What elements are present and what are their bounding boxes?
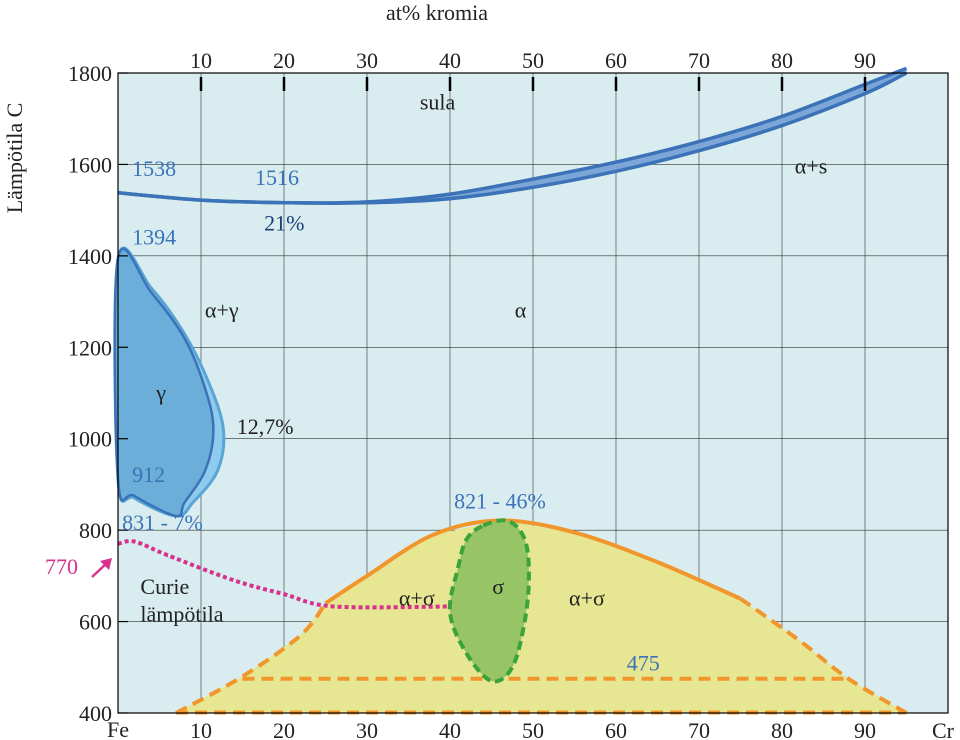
x-tick-label-bottom: 80 [771, 718, 793, 740]
y-tick-label: 1000 [68, 427, 112, 452]
phase-label-alpha-plus-s: α+s [795, 154, 828, 179]
curie-label-line-2: lämpötila [140, 602, 223, 627]
y-tick-label: 1600 [68, 152, 112, 177]
annotation-min-composition: 21% [264, 211, 304, 236]
x-tick-label-top: 40 [439, 48, 461, 73]
y-tick-label: 400 [79, 701, 112, 726]
y-tick-label: 600 [79, 610, 112, 635]
x-tick-label-top: 30 [356, 48, 378, 73]
x-tick-label-top: 70 [688, 48, 710, 73]
y-tick-label: 1200 [68, 335, 112, 360]
x-tick-label-top: 50 [522, 48, 544, 73]
curie-line [117, 539, 451, 610]
ticks: 400 600 800 1000 1200 1400 1600 1800 10 20 30 40 50 6… [68, 48, 876, 740]
curie-arrow-head [100, 558, 112, 570]
labels: sula α+s α+γ α γ α+σ σ α+σ Curie lämpötila 1538 151… [45, 90, 827, 676]
phase-regions [113, 246, 907, 713]
x-tick-label-bottom: 40 [439, 718, 461, 740]
phase-label-alpha-plus-sigma-left: α+σ [399, 586, 435, 611]
annotation-fe-melting: 1538 [132, 156, 176, 181]
phase-label-sigma: σ [492, 574, 504, 599]
annotation-curie-point: 770 [45, 554, 78, 579]
phase-label-melt: sula [420, 90, 456, 115]
annotation-sigma-low: 475 [627, 650, 660, 675]
sigma-field-boundary-dashed-right [739, 597, 908, 715]
solidus-line [117, 71, 908, 206]
x-tick-label-bottom: 30 [356, 718, 378, 740]
cr-label: Cr [932, 718, 955, 740]
annotation-min-melting: 1516 [255, 165, 299, 190]
top-axis-label: at% kromia [386, 0, 488, 25]
x-tick-label-top: 60 [605, 48, 627, 73]
y-tick-label: 800 [79, 518, 112, 543]
phase-label-alpha-plus-sigma-right: α+σ [569, 586, 605, 611]
annotation-sigma-max: 821 - 46% [454, 489, 546, 514]
y-tick-label: 1800 [68, 61, 112, 86]
x-tick-label-bottom: 90 [854, 718, 876, 740]
annotation-fe-gamma-bottom: 912 [132, 462, 165, 487]
x-tick-label-bottom: 50 [522, 718, 544, 740]
y-axis-label: Lämpötila C [2, 103, 27, 214]
sigma-phase-region [447, 518, 531, 684]
fe-label: Fe [107, 717, 129, 740]
sigma-field-region [176, 520, 907, 713]
y-tick-label: 1400 [68, 244, 112, 269]
annotation-gamma-loop-limit: 12,7% [237, 414, 294, 439]
x-tick-label-top: 20 [273, 48, 295, 73]
annotation-gamma-loop-min: 831 - 7% [122, 510, 203, 535]
x-tick-label-bottom: 20 [273, 718, 295, 740]
x-tick-label-top: 80 [771, 48, 793, 73]
phase-label-alpha-plus-gamma: α+γ [205, 298, 239, 323]
x-tick-label-bottom: 70 [688, 718, 710, 740]
x-tick-label-top: 10 [190, 48, 212, 73]
phase-label-alpha: α [515, 298, 527, 323]
x-tick-label-top: 90 [854, 48, 876, 73]
annotation-fe-gamma-top: 1394 [132, 224, 176, 249]
curie-label-line-1: Curie [140, 574, 189, 599]
phase-label-gamma: γ [155, 380, 166, 405]
plot-frame [117, 72, 949, 714]
x-tick-label-bottom: 60 [605, 718, 627, 740]
x-tick-label-bottom: 10 [190, 718, 212, 740]
